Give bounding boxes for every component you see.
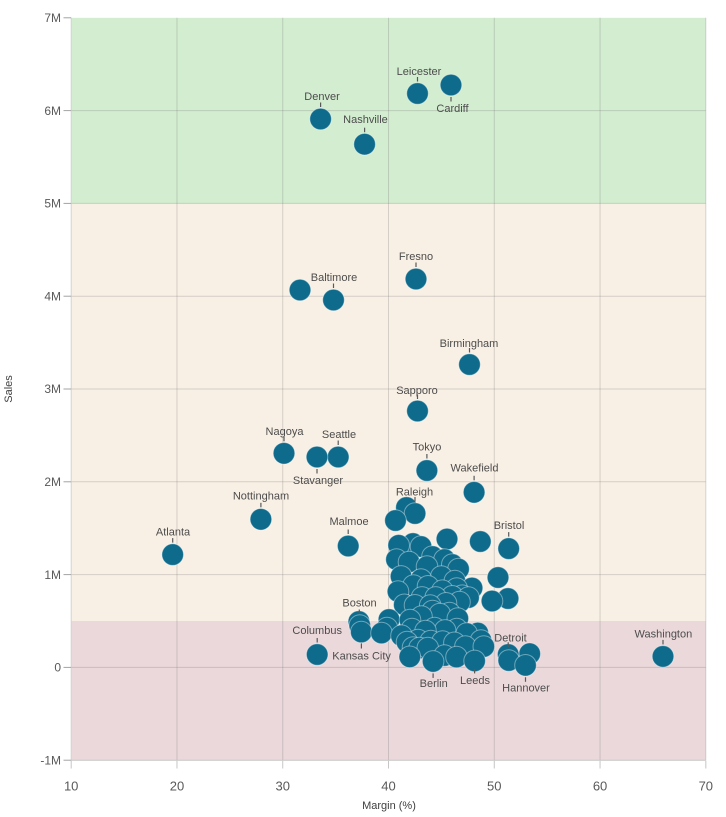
svg-text:-1M: -1M (40, 753, 61, 767)
svg-text:Boston: Boston (342, 598, 376, 610)
svg-text:3M: 3M (44, 382, 61, 396)
svg-text:6M: 6M (44, 104, 61, 118)
svg-text:7M: 7M (44, 11, 61, 25)
svg-text:Denver: Denver (304, 91, 340, 103)
svg-text:10: 10 (64, 779, 78, 794)
svg-text:Columbus: Columbus (292, 625, 342, 637)
svg-text:Stavanger: Stavanger (293, 475, 343, 487)
svg-text:50: 50 (487, 779, 501, 794)
svg-text:Raleigh: Raleigh (396, 487, 433, 499)
svg-text:0: 0 (54, 661, 61, 675)
svg-text:Malmoe: Malmoe (329, 516, 368, 528)
svg-text:Hannover: Hannover (502, 683, 550, 695)
svg-text:Fresno: Fresno (399, 251, 433, 263)
svg-text:Sales: Sales (3, 375, 15, 403)
svg-text:5M: 5M (44, 197, 61, 211)
svg-text:4M: 4M (44, 289, 61, 303)
svg-text:Nagoya: Nagoya (266, 426, 305, 438)
svg-text:30: 30 (276, 779, 290, 794)
svg-text:Baltimore: Baltimore (311, 272, 357, 284)
svg-text:Tokyo: Tokyo (413, 442, 442, 454)
svg-text:Cardiff: Cardiff (436, 103, 469, 115)
svg-text:Washington: Washington (635, 629, 693, 641)
svg-text:Leeds: Leeds (460, 675, 490, 687)
svg-text:40: 40 (381, 779, 395, 794)
svg-text:Atlanta: Atlanta (156, 527, 191, 539)
svg-text:Nottingham: Nottingham (233, 491, 289, 503)
svg-text:60: 60 (593, 779, 607, 794)
svg-text:Sapporo: Sapporo (396, 385, 438, 397)
svg-text:Wakefield: Wakefield (451, 463, 499, 475)
svg-text:Berlin: Berlin (420, 678, 448, 690)
svg-text:Bristol: Bristol (494, 520, 525, 532)
svg-text:Leicester: Leicester (397, 66, 442, 78)
svg-text:70: 70 (699, 779, 713, 794)
svg-text:2M: 2M (44, 475, 61, 489)
svg-text:Kansas City: Kansas City (332, 651, 391, 663)
svg-text:Seattle: Seattle (322, 429, 356, 441)
svg-text:Birmingham: Birmingham (440, 338, 499, 350)
svg-text:Margin (%): Margin (%) (362, 800, 416, 812)
svg-text:Detroit: Detroit (494, 633, 526, 645)
svg-text:20: 20 (170, 779, 184, 794)
svg-text:Nashville: Nashville (343, 114, 388, 126)
svg-text:1M: 1M (44, 568, 61, 582)
